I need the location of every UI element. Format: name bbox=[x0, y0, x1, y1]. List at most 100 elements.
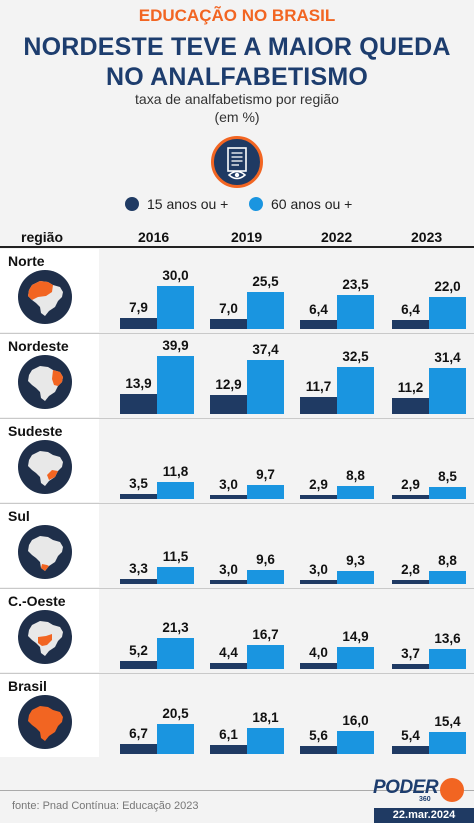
value-label-15: 3,0 bbox=[219, 476, 238, 492]
row-separator bbox=[0, 673, 474, 674]
value-label-60: 32,5 bbox=[342, 348, 369, 364]
brazil-map-icon bbox=[18, 525, 72, 579]
value-label-15: 3,0 bbox=[309, 561, 328, 577]
value-label-60: 16,7 bbox=[252, 626, 279, 642]
bar-60-anos bbox=[337, 294, 374, 329]
bar-60-anos bbox=[157, 481, 194, 499]
bar-15-anos bbox=[120, 661, 157, 669]
bar-15-anos bbox=[210, 662, 247, 669]
value-label-15: 3,5 bbox=[129, 475, 148, 491]
bar-60-anos bbox=[337, 366, 374, 414]
subtitle-line-2: (em %) bbox=[214, 109, 260, 125]
region-cell: Sudeste bbox=[0, 419, 99, 502]
value-label-60: 18,1 bbox=[252, 709, 279, 725]
bar-15-anos bbox=[120, 579, 157, 584]
bar-60-anos bbox=[157, 285, 194, 329]
chart-legend: 15 anos ou + 60 anos ou + bbox=[0, 196, 474, 216]
value-label-60: 31,4 bbox=[434, 350, 461, 366]
bar-60-anos bbox=[337, 570, 374, 584]
bar-60-anos bbox=[247, 727, 284, 754]
value-label-60: 21,3 bbox=[162, 620, 189, 636]
value-label-15: 5,4 bbox=[401, 728, 420, 744]
bar-15-anos bbox=[210, 745, 247, 754]
brazil-map-icon bbox=[18, 270, 72, 324]
bar-60-anos bbox=[157, 567, 194, 584]
value-label-60: 8,8 bbox=[438, 553, 457, 569]
bar-60-anos bbox=[247, 292, 284, 329]
bar-15-anos bbox=[392, 494, 429, 499]
value-label-15: 5,6 bbox=[309, 727, 328, 743]
bar-15-anos bbox=[120, 317, 157, 329]
value-label-60: 9,6 bbox=[256, 552, 275, 568]
region-name: Sul bbox=[8, 508, 30, 524]
bar-15-anos bbox=[210, 579, 247, 584]
row-separator bbox=[0, 588, 474, 589]
bar-15-anos bbox=[120, 744, 157, 754]
source-note: fonte: Pnad Contínua: Educação 2023 bbox=[12, 800, 199, 812]
value-label-60: 11,5 bbox=[162, 549, 189, 565]
bar-60-anos bbox=[157, 638, 194, 669]
region-name: Norte bbox=[8, 253, 45, 269]
bar-60-anos bbox=[429, 649, 466, 669]
value-label-15: 11,7 bbox=[305, 379, 332, 395]
value-label-60: 11,8 bbox=[162, 463, 189, 479]
region-name: Sudeste bbox=[8, 423, 63, 439]
value-label-60: 14,9 bbox=[342, 629, 369, 645]
value-label-60: 30,0 bbox=[162, 267, 189, 283]
value-label-15: 5,2 bbox=[129, 643, 148, 659]
footer-rule bbox=[0, 790, 474, 791]
value-label-15: 7,0 bbox=[219, 300, 238, 316]
value-label-15: 4,0 bbox=[309, 645, 328, 661]
chart-subtitle: taxa de analfabetismo por região (em %) bbox=[0, 90, 474, 126]
value-label-60: 37,4 bbox=[252, 341, 279, 357]
value-label-15: 6,7 bbox=[129, 726, 148, 742]
bar-15-anos bbox=[392, 397, 429, 414]
region-cell: Norte bbox=[0, 249, 99, 332]
brazil-map-icon bbox=[18, 440, 72, 494]
value-label-15: 6,4 bbox=[309, 301, 328, 317]
bar-15-anos bbox=[392, 746, 429, 754]
bar-60-anos bbox=[247, 570, 284, 584]
brand-logo: PODER bbox=[373, 777, 439, 798]
brazil-map-icon bbox=[18, 610, 72, 664]
bar-15-anos bbox=[300, 397, 337, 414]
bar-60-anos bbox=[247, 484, 284, 499]
row-separator bbox=[0, 418, 474, 419]
bar-15-anos bbox=[300, 663, 337, 669]
bar-15-anos bbox=[210, 395, 247, 414]
legend-item-15: 15 anos ou + bbox=[125, 196, 228, 212]
bar-60-anos bbox=[157, 356, 194, 414]
value-label-60: 9,3 bbox=[346, 552, 365, 568]
value-label-15: 3,3 bbox=[129, 561, 148, 577]
document-eye-icon bbox=[211, 136, 263, 188]
region-cell: Brasil bbox=[0, 674, 99, 757]
value-label-15: 2,9 bbox=[309, 476, 328, 492]
bar-60-anos bbox=[157, 724, 194, 754]
bar-15-anos bbox=[300, 494, 337, 499]
year-header-2022: 2022 bbox=[321, 229, 353, 245]
chart-title-line-1: NORDESTE TEVE A MAIOR QUEDA bbox=[23, 33, 451, 61]
value-label-60: 25,5 bbox=[252, 274, 279, 290]
region-name: C.-Oeste bbox=[8, 593, 66, 609]
bar-60-anos bbox=[429, 297, 466, 329]
bar-15-anos bbox=[300, 319, 337, 329]
value-label-15: 4,4 bbox=[219, 644, 238, 660]
value-label-15: 2,9 bbox=[401, 476, 420, 492]
chart-title-line-2: NO ANALFABETISMO bbox=[106, 63, 368, 91]
bar-15-anos bbox=[120, 393, 157, 414]
bar-15-anos bbox=[300, 579, 337, 584]
year-header-2019: 2019 bbox=[231, 229, 263, 245]
region-name: Nordeste bbox=[8, 338, 69, 354]
value-label-15: 11,2 bbox=[397, 379, 424, 395]
region-column-header: região bbox=[21, 229, 64, 245]
bar-15-anos bbox=[120, 493, 157, 499]
bar-60-anos bbox=[429, 486, 466, 499]
value-label-15: 3,7 bbox=[401, 645, 420, 661]
value-label-60: 23,5 bbox=[342, 276, 369, 292]
value-label-60: 9,7 bbox=[256, 466, 275, 482]
brazil-map-icon bbox=[18, 355, 72, 409]
row-separator bbox=[0, 333, 474, 334]
eyebrow-label: EDUCAÇÃO NO BRASIL bbox=[138, 6, 336, 25]
value-label-60: 22,0 bbox=[434, 279, 461, 295]
region-cell: Nordeste bbox=[0, 334, 99, 417]
